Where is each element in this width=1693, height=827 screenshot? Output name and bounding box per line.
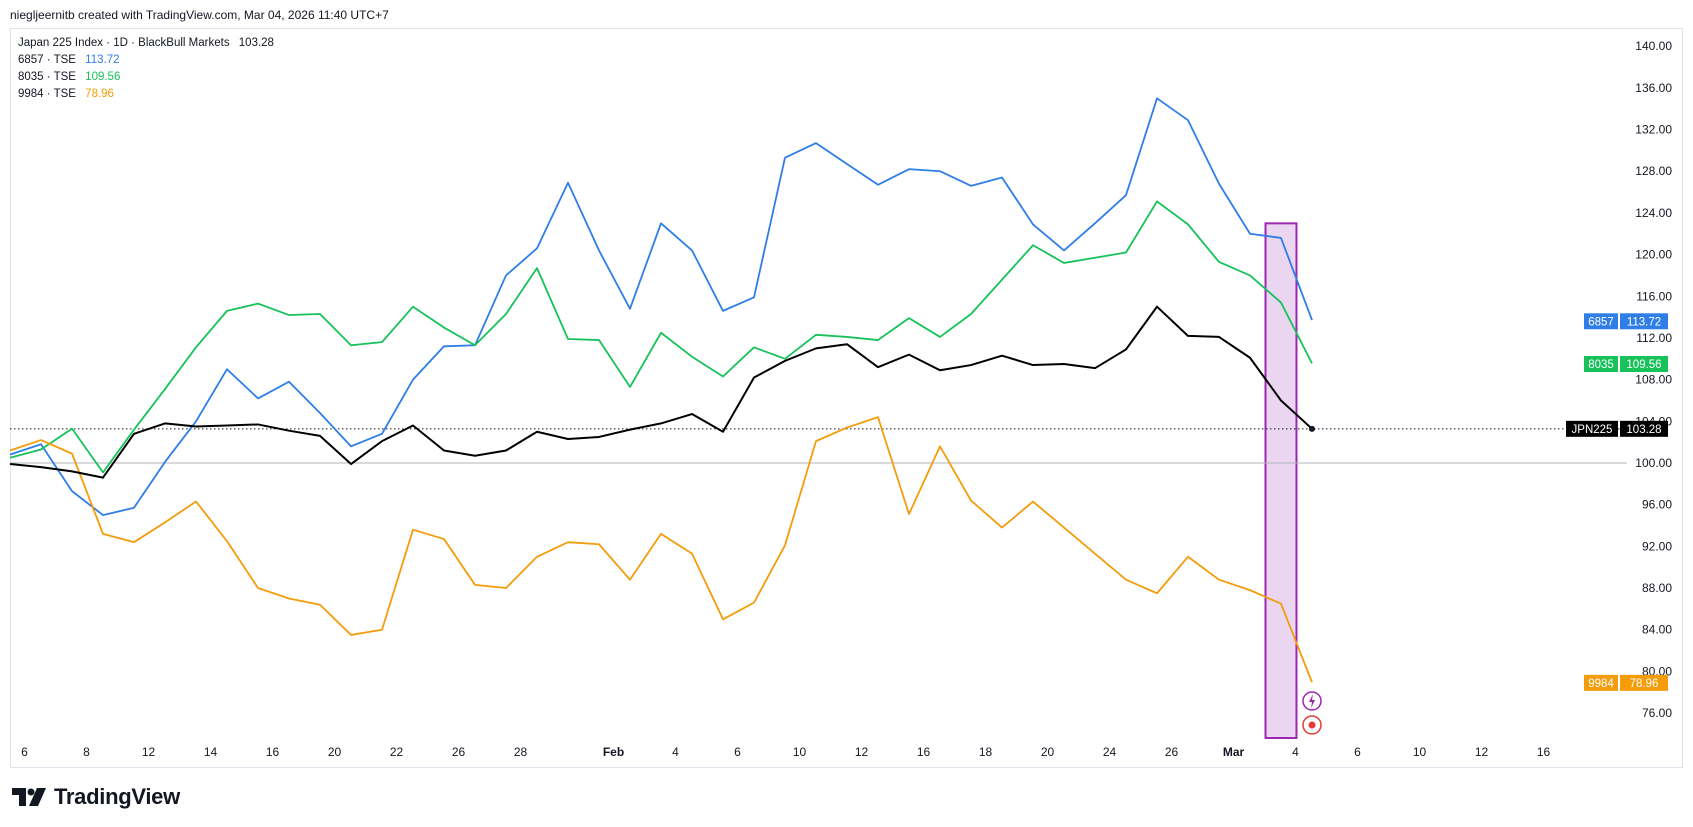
x-tick-label: 24 [1103, 745, 1117, 759]
series-line-6857 [9, 97, 1313, 516]
x-tick-label: 10 [1413, 745, 1427, 759]
x-tick-label: 16 [917, 745, 931, 759]
series-line-9984 [9, 416, 1313, 683]
legend-item-8035[interactable]: 8035 · TSE 109.56 [18, 69, 274, 86]
tradingview-logo[interactable]: TradingView [12, 784, 180, 810]
legend-main-value: 103.28 [238, 37, 274, 49]
y-tick-label: 136.00 [1635, 81, 1672, 95]
price-tag-value: 113.72 [1627, 316, 1661, 328]
price-tag-name-bg [1584, 674, 1618, 691]
y-tick-label: 100.00 [1635, 456, 1672, 470]
series-line-jpn225 [9, 305, 1313, 479]
x-tick-label: 6 [21, 745, 28, 759]
x-tick-label: 8 [83, 745, 90, 759]
x-tick-label: 12 [855, 745, 869, 759]
tradingview-logo-icon [12, 788, 46, 806]
price-tag-name-bg [1584, 313, 1618, 330]
y-tick-label: 108.00 [1635, 373, 1672, 387]
price-tag-9984: 9984 78.96 [1584, 674, 1668, 691]
legend-main-label: Japan 225 Index · 1D · BlackBull Markets [18, 37, 230, 49]
price-tag-name: 9984 [1588, 678, 1614, 690]
series-line-8035 [9, 200, 1313, 474]
price-tag-value-bg [1620, 674, 1668, 691]
x-tick-label: 10 [793, 745, 807, 759]
x-tick-label: 26 [452, 745, 466, 759]
y-tick-label: 76.00 [1642, 706, 1672, 720]
legend: Japan 225 Index · 1D · BlackBull Markets… [18, 35, 274, 103]
x-tick-label: 12 [142, 745, 156, 759]
y-tick-label: 124.00 [1635, 206, 1672, 220]
y-tick-label: 116.00 [1636, 289, 1672, 303]
legend-main[interactable]: Japan 225 Index · 1D · BlackBull Markets… [18, 35, 274, 52]
x-tick-label: 28 [514, 745, 528, 759]
x-tick-label: 18 [979, 745, 993, 759]
legend-item-label: 8035 · TSE [18, 71, 76, 83]
x-tick-label: 22 [390, 745, 404, 759]
legend-item-9984[interactable]: 9984 · TSE 78.96 [18, 86, 274, 103]
x-tick-label: 6 [1354, 745, 1361, 759]
y-tick-label: 92.00 [1642, 539, 1672, 553]
x-tick-label: 4 [672, 745, 679, 759]
price-tag-value: 103.28 [1626, 424, 1661, 436]
x-tick-label: 20 [1041, 745, 1055, 759]
x-tick-label: 14 [204, 745, 218, 759]
y-tick-label: 120.00 [1635, 248, 1672, 262]
x-tick-label: 6 [734, 745, 741, 759]
chart-attribution: niegljeernitb created with TradingView.c… [10, 8, 389, 22]
record-icon[interactable] [1302, 715, 1322, 735]
y-tick-label: 88.00 [1642, 581, 1672, 595]
flash-icon[interactable] [1302, 691, 1322, 711]
price-tag-value-bg [1620, 420, 1668, 437]
x-tick-label: 20 [328, 745, 342, 759]
price-tag-value: 109.56 [1626, 359, 1661, 371]
price-tag-name-bg [1584, 356, 1618, 373]
x-tick-label: Mar [1223, 745, 1245, 759]
price-tag-name: JPN225 [1572, 424, 1613, 436]
last-point-marker [1309, 425, 1315, 432]
price-tag-value-bg [1620, 356, 1668, 373]
price-tag-6857: 6857 113.72 [1584, 313, 1668, 330]
legend-item-value: 113.72 [85, 54, 120, 66]
price-tag-name: 8035 [1588, 359, 1614, 371]
x-tick-label: Feb [603, 745, 624, 759]
x-tick-label: 12 [1475, 745, 1489, 759]
y-tick-label: 84.00 [1642, 623, 1672, 637]
y-tick-label: 112.00 [1636, 331, 1672, 345]
tradingview-logo-text: TradingView [54, 784, 180, 809]
chart-frame [10, 28, 1683, 768]
x-tick-label: 16 [1537, 745, 1551, 759]
price-tag-jpn225: JPN225 103.28 [1566, 420, 1668, 437]
price-tag-name-bg [1566, 420, 1618, 437]
legend-item-label: 6857 · TSE [18, 54, 76, 66]
price-tag-value-bg [1620, 313, 1668, 330]
highlight-box [1264, 222, 1298, 739]
x-tick-label: 4 [1292, 745, 1299, 759]
legend-item-label: 9984 · TSE [18, 88, 76, 100]
y-tick-label: 96.00 [1642, 498, 1672, 512]
legend-item-value: 109.56 [85, 71, 121, 83]
legend-item-6857[interactable]: 6857 · TSE 113.72 [18, 52, 274, 69]
x-tick-label: 16 [266, 745, 280, 759]
legend-item-value: 78.96 [85, 88, 114, 100]
price-tag-8035: 8035 109.56 [1584, 356, 1668, 373]
y-tick-label: 140.00 [1635, 39, 1672, 53]
y-tick-label: 128.00 [1635, 164, 1672, 178]
price-tag-name: 6857 [1588, 316, 1614, 328]
y-tick-label: 132.00 [1635, 123, 1672, 137]
x-tick-label: 26 [1165, 745, 1179, 759]
price-tag-value: 78.96 [1630, 678, 1659, 690]
